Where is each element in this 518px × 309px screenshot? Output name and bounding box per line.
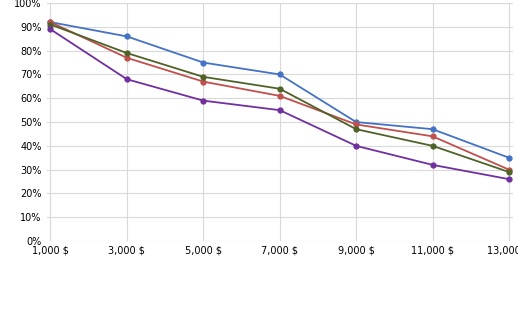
Line: QC: QC	[48, 27, 511, 182]
QC	[506, 177, 512, 181]
BC	[47, 20, 53, 24]
BC	[429, 134, 436, 138]
QC	[353, 144, 359, 148]
BC	[506, 168, 512, 171]
Line: ON: ON	[48, 22, 511, 175]
QC	[124, 77, 130, 81]
ON	[47, 23, 53, 26]
AB	[124, 35, 130, 38]
ON	[277, 87, 283, 91]
BC	[124, 56, 130, 60]
AB	[506, 156, 512, 159]
BC	[277, 94, 283, 98]
QC	[277, 108, 283, 112]
Legend: AB, BC, ON, QC: AB, BC, ON, QC	[176, 308, 384, 309]
ON	[353, 127, 359, 131]
QC	[429, 163, 436, 167]
ON	[200, 75, 206, 79]
Line: BC: BC	[48, 20, 511, 172]
BC	[353, 123, 359, 126]
QC	[47, 28, 53, 31]
ON	[429, 144, 436, 148]
AB	[353, 120, 359, 124]
ON	[506, 170, 512, 174]
AB	[429, 127, 436, 131]
Line: AB: AB	[48, 20, 511, 160]
AB	[47, 20, 53, 24]
AB	[200, 61, 206, 64]
QC	[200, 99, 206, 103]
ON	[124, 51, 130, 55]
BC	[200, 80, 206, 83]
AB	[277, 73, 283, 76]
